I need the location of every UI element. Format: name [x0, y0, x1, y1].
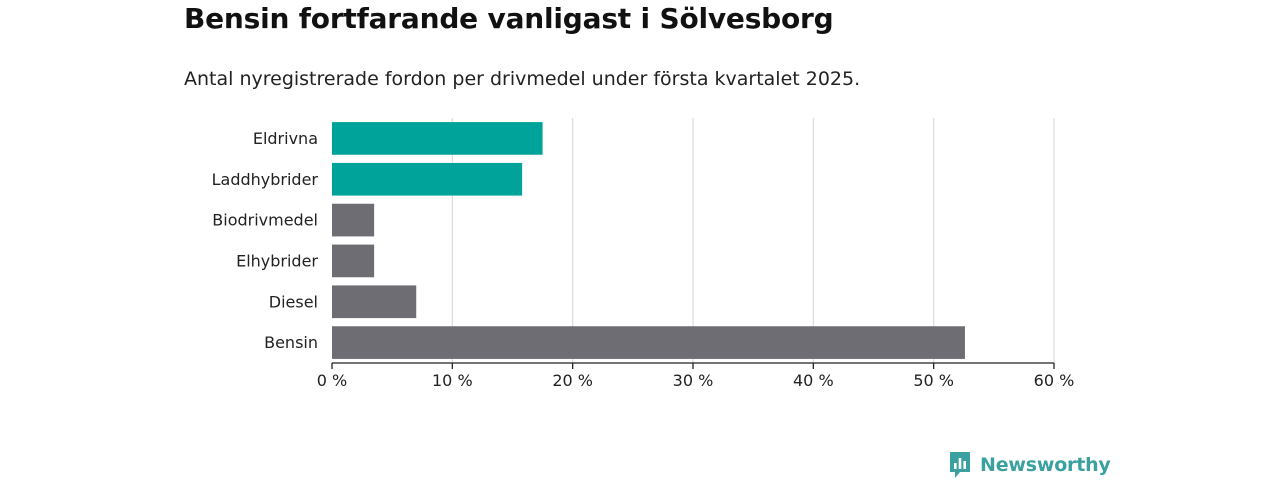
x-tick-label: 60 % — [1034, 371, 1075, 390]
bar-bensin — [332, 326, 965, 359]
x-tick-label: 0 % — [317, 371, 347, 390]
x-tick-label: 50 % — [913, 371, 954, 390]
category-label: Eldrivna — [253, 129, 318, 148]
x-tick-label: 40 % — [793, 371, 834, 390]
x-tick-label: 10 % — [432, 371, 473, 390]
chart-title: Bensin fortfarande vanligast i Sölvesbor… — [184, 2, 834, 35]
category-label: Elhybrider — [236, 251, 318, 270]
chart-subtitle: Antal nyregistrerade fordon per drivmede… — [184, 68, 861, 90]
category-label: Diesel — [269, 292, 318, 311]
bar-laddhybrider — [332, 162, 523, 196]
bar-diesel — [332, 285, 417, 319]
newsworthy-logo: Newsworthy — [948, 450, 1111, 480]
newsworthy-icon — [950, 452, 970, 478]
x-tick-label: 30 % — [673, 371, 714, 390]
category-label: Biodrivmedel — [212, 211, 318, 230]
brand-name: Newsworthy — [980, 454, 1111, 476]
category-label: Bensin — [264, 333, 318, 352]
category-label: Laddhybrider — [212, 170, 319, 189]
x-tick-label: 20 % — [552, 371, 593, 390]
bar-eldrivna — [332, 122, 543, 155]
bar-biodrivmedel — [332, 203, 375, 237]
bar-elhybrider — [332, 244, 375, 278]
